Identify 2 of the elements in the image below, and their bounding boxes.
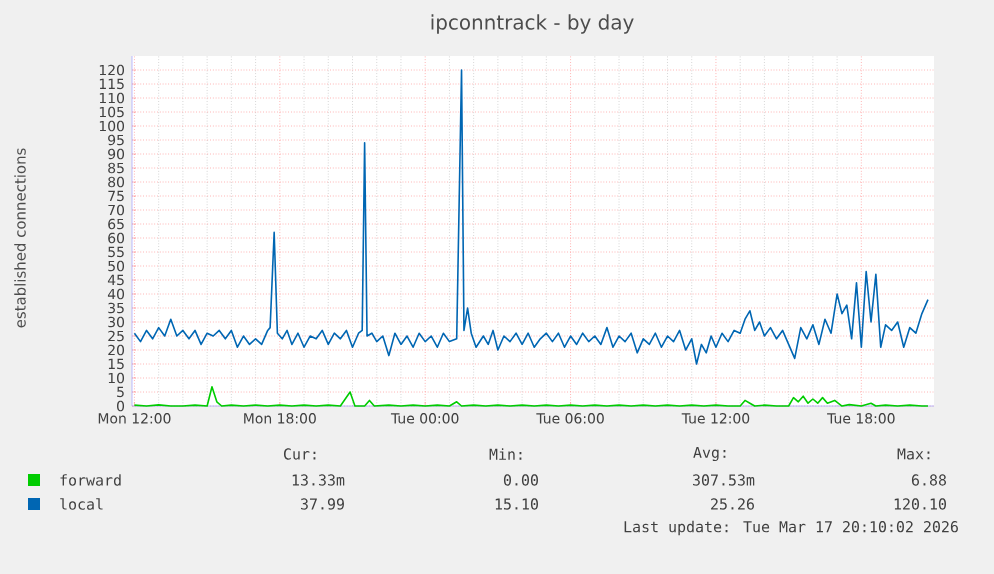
line-series	[133, 69, 929, 365]
chart-title: ipconntrack - by day	[431, 14, 634, 34]
